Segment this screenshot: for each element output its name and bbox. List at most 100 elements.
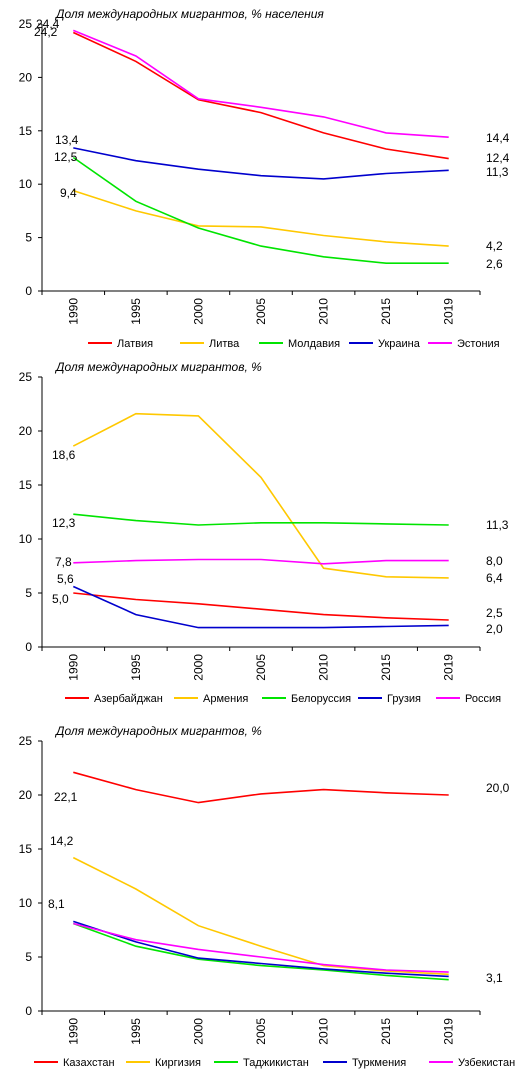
data-label-end: 11,3 (486, 518, 509, 532)
legend-label: Латвия (117, 338, 153, 350)
chart-title: Доля международных мигрантов, % (54, 724, 262, 738)
series-line (72, 585, 449, 629)
data-label-end: 4,2 (486, 239, 503, 253)
x-tick-label: 2005 (254, 1018, 268, 1045)
x-tick-label: 2010 (317, 1018, 331, 1045)
y-tick-label: 10 (19, 177, 33, 191)
x-tick-label: 2010 (317, 654, 331, 681)
x-tick-label: 2019 (442, 1018, 456, 1045)
series-line (72, 412, 449, 579)
legend-label: Эстония (457, 338, 500, 350)
x-tick-label: 2010 (317, 298, 331, 325)
y-tick-label: 20 (19, 788, 33, 802)
series-line (73, 922, 449, 981)
data-label-end: 2,6 (486, 257, 503, 271)
legend-label: Украина (378, 338, 421, 350)
series-line (72, 29, 449, 138)
data-label-start: 9,4 (60, 186, 77, 200)
series-line (72, 31, 449, 160)
chart-baltic-ukraine-moldova: Доля международных мигрантов, % населени… (19, 7, 510, 350)
data-label-end: 6,4 (486, 571, 503, 585)
data-label-start: 5,0 (52, 592, 69, 606)
data-label-end: 2,0 (486, 622, 503, 636)
x-tick-label: 1990 (66, 298, 80, 325)
x-tick-label: 1990 (66, 1018, 80, 1045)
legend-label: Туркмения (352, 1057, 406, 1069)
data-label-start: 18,6 (52, 448, 76, 462)
legend-label: Литва (209, 338, 240, 350)
series-line (73, 558, 449, 565)
data-label-end: 8,0 (486, 554, 503, 568)
y-tick-label: 0 (25, 640, 32, 654)
legend-label: Казахстан (63, 1057, 115, 1069)
y-tick-label: 20 (19, 70, 33, 84)
y-tick-label: 5 (25, 231, 32, 245)
x-tick-label: 2000 (191, 298, 205, 325)
data-label-start: 22,1 (54, 790, 78, 804)
chart-title: Доля международных мигрантов, % населени… (54, 7, 324, 21)
x-tick-label: 1990 (66, 654, 80, 681)
y-tick-label: 10 (19, 532, 33, 546)
x-tick-label: 2005 (254, 298, 268, 325)
chart-caucasus-russia-belarus: Доля международных мигрантов, % 0 5 10 15 20 2… (19, 360, 509, 705)
legend-label: Узбекистан (458, 1057, 515, 1069)
series-line (73, 771, 449, 804)
x-tick-label: 2000 (191, 654, 205, 681)
series-line (73, 920, 449, 978)
data-label-end: 12,4 (486, 151, 510, 165)
y-tick-label: 0 (25, 284, 32, 298)
legend-label: Белоруссия (291, 693, 351, 705)
legend-label: Россия (465, 693, 501, 705)
chart-title: Доля международных мигрантов, % (54, 360, 262, 374)
series-line (73, 922, 449, 973)
x-tick-label: 2015 (379, 654, 393, 681)
x-tick-label: 2019 (442, 298, 456, 325)
x-tick-label: 1995 (129, 298, 143, 325)
data-label-end: 20,0 (486, 781, 510, 795)
x-tick-label: 2000 (191, 1018, 205, 1045)
data-label-start: 5,6 (57, 572, 74, 586)
y-tick-label: 10 (19, 896, 33, 910)
x-tick-label: 2005 (254, 654, 268, 681)
chart-central-asia: Доля международных мигрантов, % 0 5 10 15 20 2… (19, 724, 516, 1069)
y-tick-label: 5 (25, 586, 32, 600)
data-label-start: 24,4 (36, 17, 60, 31)
legend-label: Киргизия (155, 1057, 201, 1069)
x-tick-label: 1995 (129, 1018, 143, 1045)
legend-label: Грузия (387, 693, 421, 705)
series-line (73, 513, 449, 526)
legend-label: Таджикистан (243, 1057, 309, 1069)
x-tick-label: 1995 (129, 654, 143, 681)
data-label-start: 12,5 (54, 150, 78, 164)
data-label-start: 13,4 (55, 133, 79, 147)
x-tick-label: 2015 (379, 1018, 393, 1045)
legend-label: Армения (203, 693, 248, 705)
y-tick-label: 15 (19, 842, 33, 856)
data-label-end: 3,1 (486, 971, 503, 985)
data-label-start: 8,1 (48, 897, 65, 911)
data-label-end: 2,5 (486, 606, 503, 620)
series-line (72, 156, 449, 265)
y-tick-label: 25 (19, 734, 33, 748)
y-tick-label: 15 (19, 478, 33, 492)
x-tick-label: 2015 (379, 298, 393, 325)
series-line (73, 189, 449, 247)
y-tick-label: 25 (19, 370, 33, 384)
legend-label: Азербайджан (94, 693, 163, 705)
series-line (73, 592, 449, 621)
y-tick-label: 0 (25, 1004, 32, 1018)
y-tick-label: 5 (25, 950, 32, 964)
series-line (73, 147, 449, 180)
data-label-end: 11,3 (486, 165, 509, 179)
data-label-end: 14,4 (486, 131, 510, 145)
data-label-start: 14,2 (50, 834, 74, 848)
y-tick-label: 20 (19, 424, 33, 438)
y-tick-label: 25 (19, 17, 33, 31)
legend-label: Молдавия (288, 338, 340, 350)
series-line (72, 856, 449, 976)
x-tick-label: 2019 (442, 654, 456, 681)
data-label-start: 24,2 (34, 25, 58, 39)
y-tick-label: 15 (19, 124, 33, 138)
data-label-start: 7,8 (55, 555, 72, 569)
